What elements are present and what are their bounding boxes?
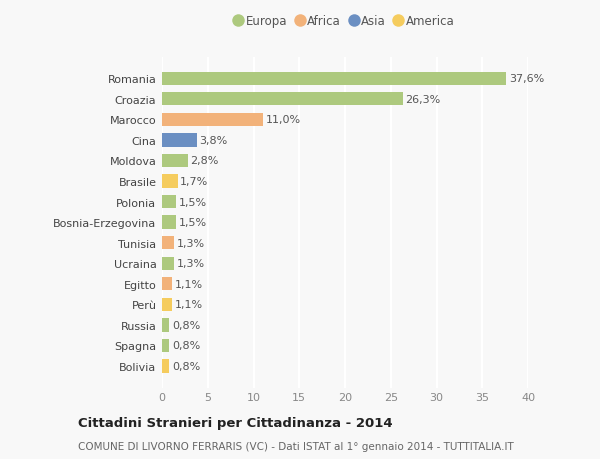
Text: 1,5%: 1,5%	[178, 197, 206, 207]
Text: 1,3%: 1,3%	[176, 258, 205, 269]
Text: 0,8%: 0,8%	[172, 361, 200, 371]
Legend: Europa, Africa, Asia, America: Europa, Africa, Asia, America	[230, 11, 460, 33]
Text: 11,0%: 11,0%	[265, 115, 301, 125]
Bar	[162, 134, 197, 147]
Bar	[162, 236, 174, 250]
Bar	[162, 298, 172, 311]
Bar	[162, 93, 403, 106]
Bar	[162, 113, 263, 127]
Bar	[162, 73, 506, 86]
Text: 0,8%: 0,8%	[172, 341, 200, 351]
Text: 26,3%: 26,3%	[406, 95, 440, 105]
Text: 2,8%: 2,8%	[190, 156, 219, 166]
Bar	[162, 257, 174, 270]
Bar	[162, 319, 169, 332]
Text: 37,6%: 37,6%	[509, 74, 544, 84]
Text: COMUNE DI LIVORNO FERRARIS (VC) - Dati ISTAT al 1° gennaio 2014 - TUTTITALIA.IT: COMUNE DI LIVORNO FERRARIS (VC) - Dati I…	[78, 441, 514, 451]
Bar	[162, 278, 172, 291]
Text: 1,3%: 1,3%	[176, 238, 205, 248]
Text: 1,1%: 1,1%	[175, 300, 203, 310]
Text: 3,8%: 3,8%	[200, 135, 228, 146]
Bar	[162, 196, 176, 209]
Bar	[162, 154, 188, 168]
Text: 1,1%: 1,1%	[175, 279, 203, 289]
Bar	[162, 175, 178, 188]
Text: 1,5%: 1,5%	[178, 218, 206, 228]
Bar	[162, 339, 169, 353]
Bar	[162, 359, 169, 373]
Text: Cittadini Stranieri per Cittadinanza - 2014: Cittadini Stranieri per Cittadinanza - 2…	[78, 416, 392, 429]
Text: 0,8%: 0,8%	[172, 320, 200, 330]
Text: 1,7%: 1,7%	[181, 177, 209, 187]
Bar	[162, 216, 176, 230]
